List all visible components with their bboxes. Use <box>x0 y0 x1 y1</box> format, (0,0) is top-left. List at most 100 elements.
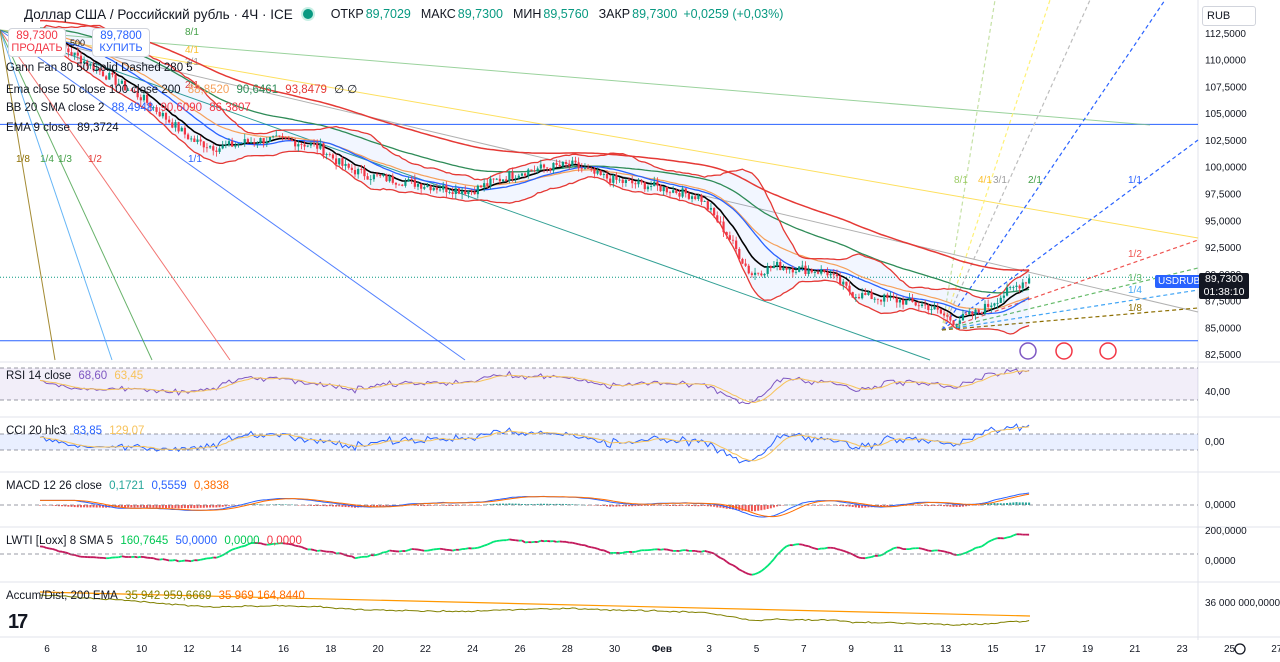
legend-lwti[interactable]: LWTI [Loxx] 8 SMA 5 160,7645 50,0000 0,0… <box>6 535 306 547</box>
macd-histogram-bar <box>675 505 678 507</box>
candle-body <box>760 273 763 276</box>
candle-body <box>706 201 709 210</box>
candle-body <box>451 192 454 195</box>
x-tick-label: 5 <box>754 644 760 655</box>
legend-gann[interactable]: Gann Fan 80 50 Solid Dashed 280 5 <box>6 62 197 74</box>
candle-body <box>108 72 111 80</box>
candle-body <box>322 143 325 156</box>
candle-body <box>171 122 174 128</box>
legend-macd[interactable]: MACD 12 26 close 0,1721 0,5559 0,3838 <box>6 480 233 492</box>
candle-body <box>404 181 407 186</box>
candle-body <box>146 94 149 103</box>
macd-histogram-bar <box>111 505 114 508</box>
legend-macd-hist: 0,1721 <box>109 480 145 492</box>
candle-body <box>873 298 876 300</box>
lwti-segment <box>760 567 766 572</box>
lwti-segment <box>990 538 995 542</box>
lwti-segment <box>937 549 942 552</box>
macd-histogram-bar <box>215 505 218 508</box>
candle-body <box>646 186 650 190</box>
sell-button[interactable]: 89,7300 ПРОДАТЬ <box>8 28 66 57</box>
legend-ema[interactable]: Ema close 50 close 100 close 200 88,8520… <box>6 82 361 96</box>
macd-histogram-bar <box>996 503 999 505</box>
macd-histogram-bar <box>628 505 631 507</box>
tradingview-logo[interactable]: 17 <box>8 611 28 633</box>
lwti-segment <box>763 565 769 570</box>
macd-histogram-bar <box>410 505 413 506</box>
lwti-segment <box>474 546 478 550</box>
lwti-segment <box>165 558 170 562</box>
candle-body <box>398 184 401 186</box>
currency-select[interactable]: RUB <box>1202 6 1256 26</box>
legend-bb-title: BB 20 SMA close 2 <box>6 102 105 114</box>
legend-cci[interactable]: CCI 20 hlc3 83,85 129,07 <box>6 425 148 437</box>
x-tick-label: 6 <box>44 644 50 655</box>
macd-histogram-bar <box>130 505 133 508</box>
lwti-segment <box>792 543 797 547</box>
lwti-segment <box>483 543 488 547</box>
candle-body <box>876 298 879 300</box>
buy-button[interactable]: 89,7800 КУПИТЬ <box>92 28 150 57</box>
lwti-segment <box>578 543 583 546</box>
lwti-segment <box>742 570 747 574</box>
macd-histogram-bar <box>218 505 221 508</box>
legend-bb[interactable]: BB 20 SMA close 2 88,4948 90,6090 86,380… <box>6 102 255 114</box>
macd-histogram-bar <box>621 505 624 507</box>
lwti-segment <box>738 568 743 572</box>
x-tick-label: 18 <box>325 644 337 655</box>
order-quantity[interactable]: 500 <box>70 38 86 48</box>
lwti-segment <box>162 558 167 561</box>
macd-histogram-bar <box>98 505 101 508</box>
lwti-segment <box>209 556 214 560</box>
candle-body <box>574 160 577 163</box>
macd-histogram-bar <box>221 505 224 507</box>
lwti-segment <box>477 545 482 549</box>
candle-body <box>1018 285 1021 289</box>
x-tick-label: 9 <box>848 644 854 655</box>
candle-body <box>186 134 190 140</box>
candle-body <box>902 299 905 305</box>
macd-histogram-bar <box>517 503 520 505</box>
macd-histogram-bar <box>999 503 1002 505</box>
candle-body <box>1009 287 1012 288</box>
dividend-event-icon <box>1019 342 1037 360</box>
lwti-segment <box>962 551 967 555</box>
macd-histogram-bar <box>602 505 605 506</box>
high-label: МАКС <box>420 7 456 21</box>
candle-body <box>716 215 719 222</box>
macd-histogram-bar <box>202 505 205 508</box>
x-tick-label: 22 <box>420 644 432 655</box>
gann-label: 8/1 <box>185 27 199 38</box>
candle-body <box>870 291 873 300</box>
candle-body <box>744 263 747 266</box>
candle-body <box>1028 278 1031 284</box>
gann-fan-line <box>0 29 1151 126</box>
candle-body <box>1005 287 1009 296</box>
settings-gear-icon[interactable] <box>1234 643 1246 655</box>
y-tick-label: 92,5000 <box>1205 243 1242 254</box>
macd-histogram-bar <box>958 505 961 507</box>
lwti-tick-label: 0,0000 <box>1205 556 1236 567</box>
candle-body <box>927 305 930 311</box>
macd-histogram-bar <box>278 504 281 505</box>
lwti-segment <box>1006 536 1011 539</box>
legend-ema9[interactable]: EMA 9 close 89,3724 <box>6 122 123 134</box>
macd-histogram-bar <box>174 505 177 509</box>
lwti-segment <box>729 563 734 567</box>
macd-histogram-bar <box>747 505 750 512</box>
last-price-value: 89,7300 <box>1205 273 1243 285</box>
macd-histogram-bar <box>782 505 785 506</box>
candle-body <box>637 180 640 185</box>
legend-ad-ema: 35 969 164,8440 <box>218 590 305 602</box>
lwti-segment <box>565 540 570 544</box>
macd-histogram-bar <box>89 505 92 508</box>
macd-histogram-bar <box>864 505 867 508</box>
legend-ad[interactable]: Accum/Dist, 200 EMA 35 942 959,6669 35 9… <box>6 590 309 602</box>
macd-histogram-bar <box>678 505 681 507</box>
legend-rsi[interactable]: RSI 14 close 68,60 63,45 <box>6 370 147 382</box>
lwti-segment <box>666 548 671 552</box>
symbol-title[interactable]: Доллар США / Российский рубль · 4Ч · ICE <box>24 6 293 22</box>
legend-ad-title: Accum/Dist, 200 EMA <box>6 590 118 602</box>
candle-body <box>297 144 300 147</box>
